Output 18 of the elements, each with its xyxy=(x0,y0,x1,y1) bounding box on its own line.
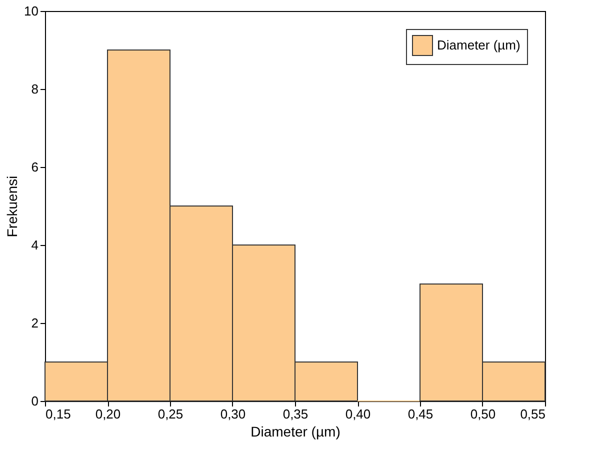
x-tick-label: 0,50 xyxy=(470,406,496,422)
y-tick-label: 4 xyxy=(31,238,38,252)
y-tick-label: 8 xyxy=(31,82,38,96)
x-tick-label: 0,45 xyxy=(408,406,434,422)
y-tick-label: 2 xyxy=(31,316,38,330)
y-axis-title: Frekuensi xyxy=(4,176,20,238)
x-tick-label: 0,40 xyxy=(345,406,371,422)
x-axis-title: Diameter (µm) xyxy=(250,424,340,440)
x-tick-label: 0,30 xyxy=(220,406,246,422)
legend-label: Diameter (µm) xyxy=(437,38,520,52)
y-tick-label: 6 xyxy=(31,160,38,174)
y-tick-label: 10 xyxy=(24,4,38,18)
x-tick-label: 0,20 xyxy=(95,406,121,422)
x-tick-label: 0,25 xyxy=(158,406,184,422)
y-tick-label: 0 xyxy=(31,394,38,408)
x-tick-label: 0,35 xyxy=(282,406,308,422)
x-tick-label: 0,55 xyxy=(520,406,546,422)
x-tick-label: 0,15 xyxy=(46,406,71,422)
